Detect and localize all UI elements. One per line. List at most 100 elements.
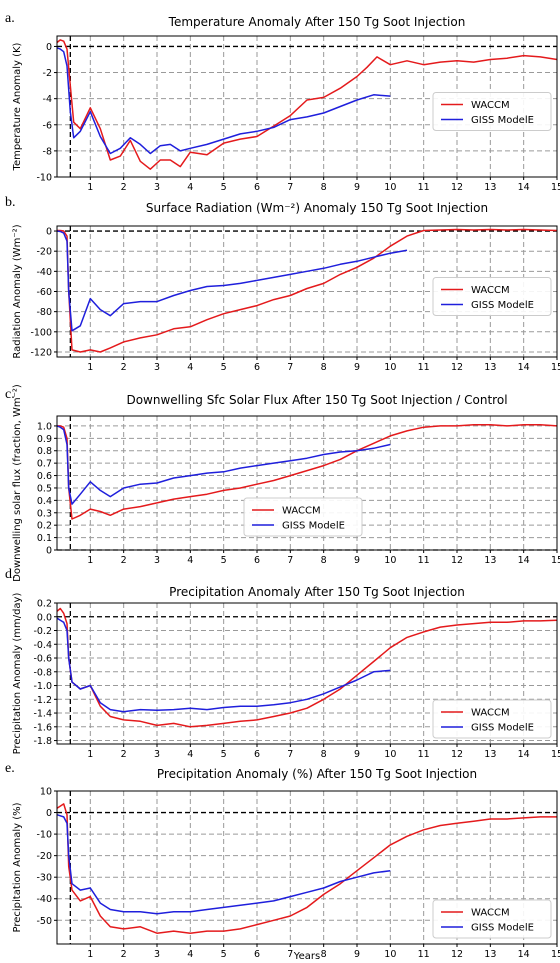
legend: WACCM GISS ModelE [432, 899, 552, 939]
panel-e: e. Precipitation Anomaly (%) After 150 Tg… [5, 761, 560, 960]
y-tick-label: -0.2 [33, 626, 52, 637]
y-tick-label: -1.0 [33, 681, 52, 692]
x-tick-label: 6 [254, 949, 260, 960]
x-tick-label: 6 [254, 182, 260, 193]
x-tick-label: 7 [287, 749, 293, 760]
x-tick-label: 5 [221, 555, 227, 566]
x-tick-label: 12 [451, 949, 463, 960]
x-tick-label: 8 [321, 182, 327, 193]
legend-label: WACCM [471, 908, 510, 919]
x-tick-label: 6 [254, 362, 260, 373]
axes-frame [56, 35, 558, 178]
x-tick-label: 10 [384, 362, 396, 373]
x-tick-label: 11 [418, 949, 430, 960]
x-tick-label: 14 [518, 182, 530, 193]
y-tick-label: -10 [36, 173, 52, 184]
y-tick-label: -120 [30, 347, 52, 358]
y-tick-label: -30 [36, 873, 52, 884]
y-axis-label: Downwelling solar flux (fraction, Wm⁻²) [12, 384, 23, 582]
chart-title: Downwelling Sfc Solar Flux After 150 Tg … [126, 393, 507, 407]
y-tick-label: 0.1 [37, 533, 52, 544]
panel-d: d. Precipitation Anomaly After 150 Tg Soo… [5, 567, 560, 760]
x-tick-label: 12 [451, 555, 463, 566]
legend-box [432, 699, 552, 739]
x-tick-label: 4 [187, 949, 193, 960]
y-tick-label: -0.4 [33, 640, 52, 651]
series-line-giss-modele [56, 425, 391, 505]
x-tick-label: 15 [551, 949, 560, 960]
legend-label: GISS ModelE [471, 923, 534, 934]
y-tick-label: 0 [46, 546, 52, 557]
y-tick-label: -100 [30, 327, 52, 338]
x-tick-label: 13 [484, 749, 496, 760]
series-line-giss-modele [56, 230, 408, 332]
x-tick-label: 9 [354, 362, 360, 373]
y-axis-label: Precipitation Anomaly (mm/day) [12, 593, 23, 755]
x-tick-label: 8 [321, 362, 327, 373]
x-tick-label: 4 [187, 749, 193, 760]
y-tick-label: -2 [43, 68, 52, 79]
legend-label: WACCM [471, 285, 510, 296]
y-tick-label: 10 [40, 787, 52, 798]
x-tick-label: 8 [321, 949, 327, 960]
x-tick-label: 12 [451, 362, 463, 373]
legend-label: GISS ModelE [282, 521, 345, 532]
x-tick-label: 1 [87, 949, 93, 960]
axes-frame [56, 602, 558, 745]
x-tick-label: 14 [518, 949, 530, 960]
x-tick-label: 11 [418, 749, 430, 760]
y-tick-label: 0.2 [37, 521, 52, 532]
x-tick-label: 10 [384, 182, 396, 193]
x-tick-label: 1 [87, 749, 93, 760]
series-line-giss-modele [56, 813, 391, 915]
x-tick-label: 1 [87, 182, 93, 193]
y-tick-label: -1.4 [33, 709, 52, 720]
chart-title: Surface Radiation (Wm⁻²) Anomaly 150 Tg … [146, 201, 488, 215]
legend: WACCM GISS ModelE [243, 497, 363, 537]
y-tick-label: -0.6 [33, 654, 52, 665]
x-tick-label: 13 [484, 949, 496, 960]
y-tick-label: 0.2 [37, 599, 52, 610]
x-tick-label: 7 [287, 949, 293, 960]
y-tick-label: 0.9 [37, 434, 52, 445]
y-tick-label: -4 [43, 94, 52, 105]
x-tick-label: 2 [121, 555, 127, 566]
y-tick-label: -1.8 [33, 736, 52, 747]
y-tick-label: 0.4 [37, 496, 52, 507]
y-tick-label: 0.0 [37, 612, 52, 623]
y-tick-label: 0.7 [37, 459, 52, 470]
x-tick-label: 4 [187, 182, 193, 193]
x-tick-label: 9 [354, 949, 360, 960]
x-tick-label: 7 [287, 182, 293, 193]
panel-label: c. [5, 387, 15, 402]
series-line-waccm [56, 803, 557, 934]
y-axis-label: Radiation Anomaly (Wm⁻²) [12, 224, 23, 358]
panel-a: a. Temperature Anomaly After 150 Tg Soot … [5, 11, 560, 193]
series-line-giss-modele [56, 47, 391, 155]
x-tick-label: 5 [221, 949, 227, 960]
x-tick-label: 11 [418, 182, 430, 193]
panel-label: d. [5, 567, 16, 582]
chart-title: Precipitation Anomaly (%) After 150 Tg S… [157, 767, 477, 781]
x-tick-label: 13 [484, 362, 496, 373]
legend-label: WACCM [471, 100, 510, 111]
series-line-waccm [57, 423, 558, 520]
x-tick-label: 13 [484, 182, 496, 193]
y-tick-label: 0 [46, 227, 52, 238]
y-tick-label: -20 [36, 247, 52, 258]
x-tick-label: 5 [221, 749, 227, 760]
y-tick-label: -6 [43, 120, 52, 131]
y-axis-label: Temperature Anomaly (K) [12, 42, 23, 171]
x-tick-label: 9 [354, 749, 360, 760]
x-tick-label: 5 [221, 182, 227, 193]
x-tick-label: 13 [484, 555, 496, 566]
legend-box [243, 497, 363, 537]
legend: WACCM GISS ModelE [432, 277, 552, 316]
legend-box [432, 277, 552, 316]
x-tick-label: 15 [551, 362, 560, 373]
y-axis-label: Precipitation Anomaly (%) [12, 802, 23, 932]
x-tick-label: 2 [121, 182, 127, 193]
x-tick-label: 10 [384, 949, 396, 960]
x-tick-label: 5 [221, 362, 227, 373]
